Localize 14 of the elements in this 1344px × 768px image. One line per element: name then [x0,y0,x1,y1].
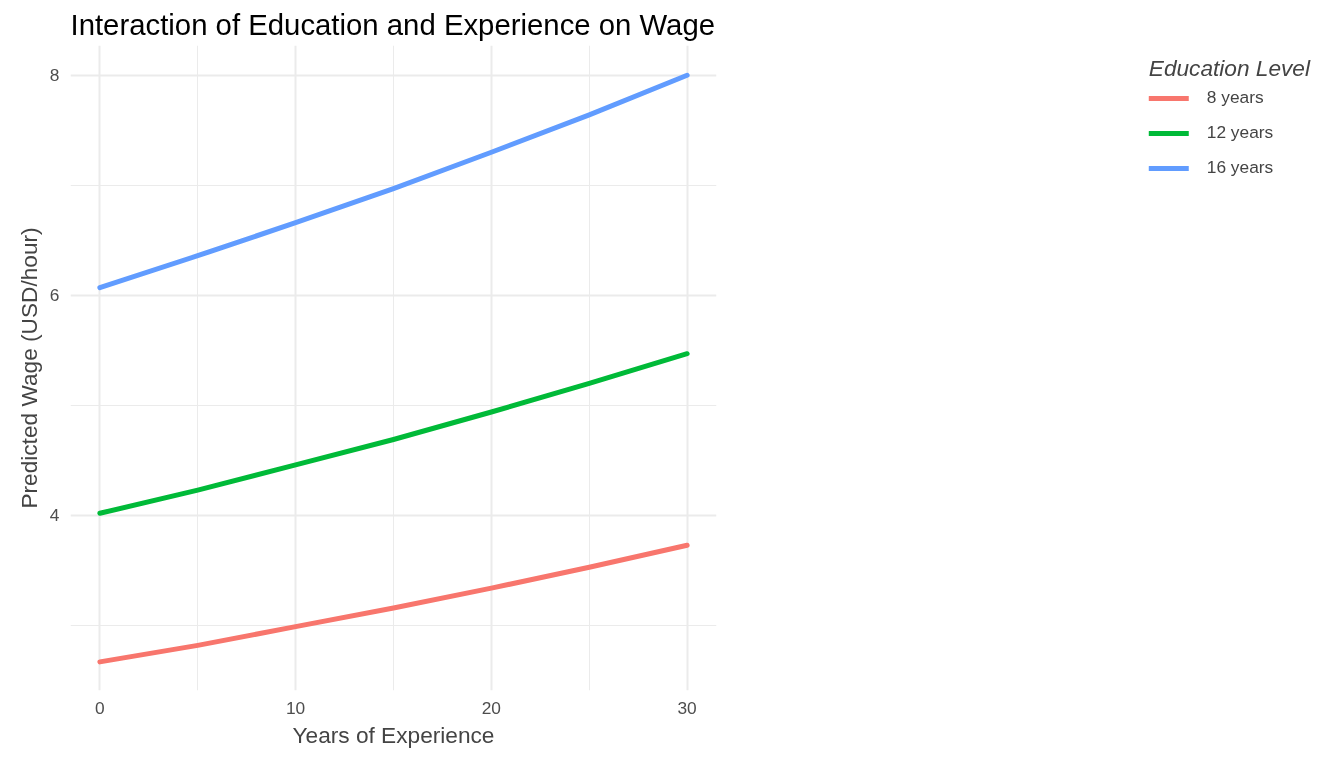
y-tick-label: 8 [49,65,60,86]
y-tick-label: 6 [49,285,60,306]
x-tick-label: 20 [481,697,502,718]
x-tick-label: 10 [285,697,306,718]
chart-title: Interaction of Education and Experience on Wage [70,7,716,41]
legend-label: 12 years [1206,122,1274,143]
y-tick-label: 4 [49,505,60,526]
legend-title: Education Level [1148,55,1310,82]
x-tick-label: 30 [677,697,697,718]
x-tick-label: 0 [95,697,105,718]
y-axis-title: Predicted Wage (USD/hour) [15,227,42,509]
x-axis-title: Years of Experience [292,721,495,748]
legend-label: 16 years [1206,157,1274,178]
legend-label: 8 years [1206,87,1264,108]
